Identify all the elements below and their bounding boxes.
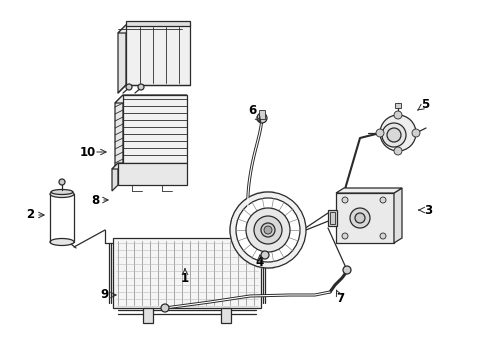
Circle shape	[355, 213, 365, 223]
Bar	[126, 21, 190, 26]
Bar	[118, 163, 187, 185]
Circle shape	[264, 226, 272, 234]
Polygon shape	[112, 163, 118, 191]
Text: 9: 9	[100, 288, 108, 302]
Circle shape	[138, 84, 144, 90]
Circle shape	[343, 266, 351, 274]
Circle shape	[246, 208, 290, 252]
Circle shape	[254, 216, 282, 244]
Ellipse shape	[50, 190, 74, 198]
Text: 6: 6	[248, 104, 256, 117]
Circle shape	[350, 208, 370, 228]
Text: 1: 1	[181, 271, 189, 284]
Circle shape	[412, 129, 420, 137]
Bar	[221, 308, 231, 323]
Polygon shape	[118, 25, 126, 93]
Circle shape	[126, 84, 132, 90]
Text: 2: 2	[26, 208, 34, 221]
Circle shape	[261, 223, 275, 237]
Bar	[259, 110, 265, 119]
Text: 5: 5	[421, 99, 429, 112]
Circle shape	[342, 233, 348, 239]
Circle shape	[382, 123, 406, 147]
Ellipse shape	[51, 189, 73, 194]
Circle shape	[380, 233, 386, 239]
Circle shape	[236, 198, 300, 262]
Text: 3: 3	[424, 203, 432, 216]
Bar	[336, 193, 394, 243]
Bar	[113, 238, 261, 308]
Bar	[330, 212, 335, 224]
Circle shape	[376, 129, 384, 137]
Circle shape	[261, 251, 269, 259]
Bar	[395, 103, 401, 108]
Polygon shape	[112, 163, 187, 169]
Ellipse shape	[50, 238, 74, 246]
Bar	[123, 95, 187, 163]
Circle shape	[394, 111, 402, 119]
Circle shape	[161, 304, 169, 312]
Bar	[126, 25, 190, 85]
Circle shape	[230, 192, 306, 268]
Bar	[143, 308, 153, 323]
Text: 10: 10	[80, 145, 96, 158]
Polygon shape	[115, 95, 187, 103]
Circle shape	[342, 197, 348, 203]
Text: 4: 4	[256, 256, 264, 269]
Polygon shape	[115, 95, 123, 171]
Circle shape	[380, 197, 386, 203]
Bar	[328, 210, 337, 226]
Circle shape	[394, 147, 402, 155]
Polygon shape	[118, 25, 190, 33]
Polygon shape	[394, 188, 402, 243]
Circle shape	[59, 179, 65, 185]
Circle shape	[257, 113, 267, 123]
Polygon shape	[336, 188, 402, 193]
Text: 7: 7	[336, 292, 344, 305]
Text: 8: 8	[91, 194, 99, 207]
Circle shape	[387, 128, 401, 142]
Circle shape	[380, 115, 416, 151]
